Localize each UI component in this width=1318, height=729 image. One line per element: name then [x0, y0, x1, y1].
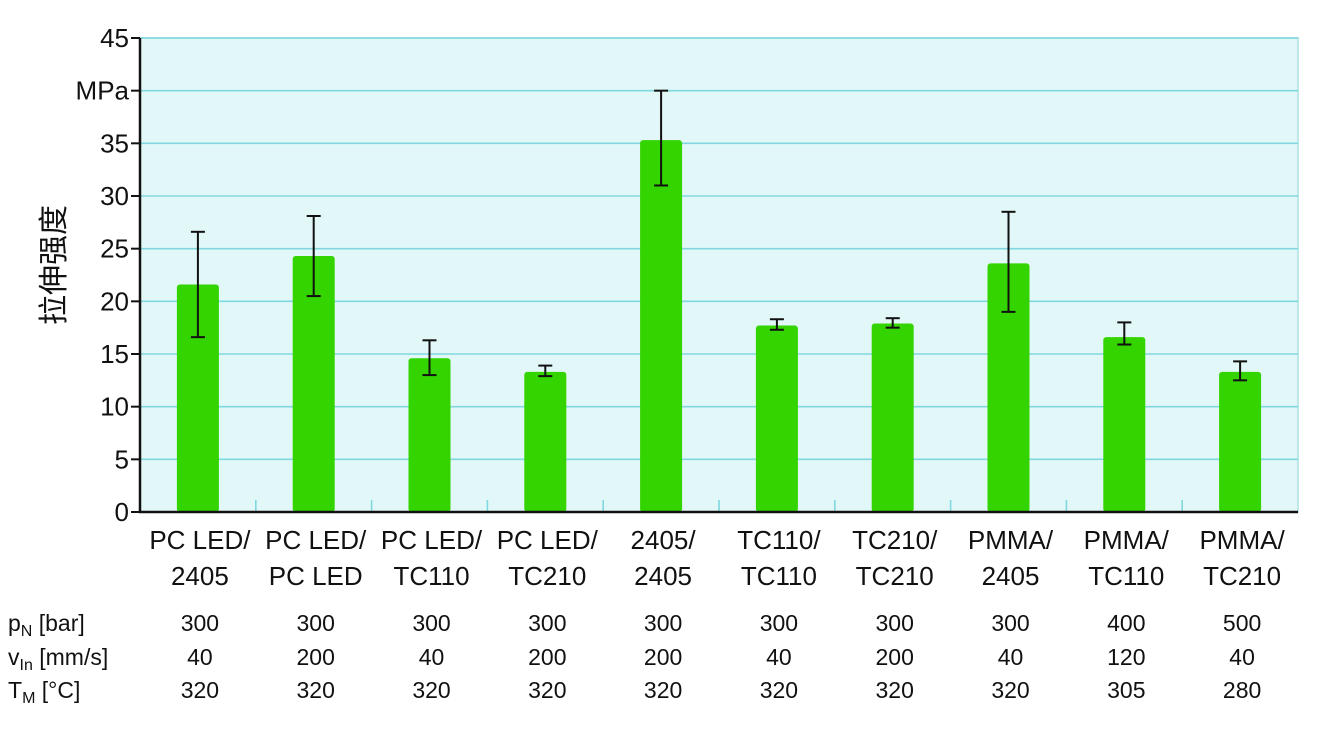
param-value: 500: [1222, 610, 1262, 636]
bar: [987, 263, 1030, 512]
error-bar: [1001, 210, 1016, 313]
x-category-label: PC LED/TC110: [381, 525, 483, 591]
param-value: 320: [180, 677, 220, 703]
param-value: 40: [1229, 644, 1255, 670]
param-value: 305: [1107, 677, 1146, 703]
param-value: 320: [759, 677, 799, 703]
param-value: 320: [528, 677, 567, 703]
param-value: 300: [759, 610, 799, 636]
param-value: 40: [766, 644, 792, 670]
param-value: 200: [875, 644, 914, 670]
y-tick-label: 25: [100, 234, 129, 264]
y-tick-label: 20: [100, 286, 129, 316]
x-category-label: PMMA/TC110: [1084, 525, 1170, 591]
param-value: 200: [528, 644, 567, 670]
param-value: 300: [528, 610, 567, 636]
param-value: 40: [187, 644, 213, 670]
bar: [755, 325, 798, 512]
bar: [292, 256, 335, 512]
param-value: 200: [296, 644, 335, 670]
error-bar: [885, 317, 900, 329]
axes: [131, 37, 1298, 514]
param-value: 320: [296, 677, 335, 703]
y-unit-label: MPa: [76, 76, 130, 106]
x-category-label: 2405/2405: [631, 525, 697, 591]
error-bars: [190, 89, 1248, 382]
bar: [524, 371, 567, 512]
param-value: 300: [875, 610, 914, 636]
param-value: 280: [1222, 677, 1262, 703]
y-tick-label: 10: [100, 392, 129, 422]
y-tick-label: 35: [100, 128, 129, 158]
bar: [1103, 337, 1146, 512]
x-category-label: PC LED/TC210: [497, 525, 599, 591]
error-bar: [654, 89, 669, 187]
param-value: 320: [875, 677, 914, 703]
y-tick-label: 30: [100, 181, 129, 211]
param-value: 120: [1107, 644, 1146, 670]
x-category-label: PMMA/2405: [968, 525, 1054, 591]
error-bar: [422, 339, 437, 377]
param-value: 320: [991, 677, 1030, 703]
error-bar: [769, 318, 784, 331]
bar: [1219, 371, 1262, 512]
error-bar: [1117, 321, 1132, 346]
x-category-label: PC LED/2405: [149, 525, 251, 591]
error-bar: [538, 364, 553, 378]
x-category-label: PMMA/TC210: [1199, 525, 1285, 591]
param-value: 320: [643, 677, 683, 703]
param-value: 300: [643, 610, 683, 636]
param-label: pN [bar]: [8, 610, 85, 640]
param-value: 300: [991, 610, 1030, 636]
y-tick-label: 5: [115, 444, 129, 474]
bar: [176, 284, 219, 512]
y-tick-labels: 0 5 10 15 20 25 30 35 45: [100, 23, 129, 527]
y-tick-label: 45: [100, 23, 129, 53]
param-label: vIn [mm/s]: [8, 644, 109, 674]
x-category-label: PC LED/PC LED: [265, 525, 367, 591]
param-value: 300: [296, 610, 335, 636]
bar: [871, 323, 914, 512]
error-bar: [190, 230, 205, 339]
y-tick-label: 0: [115, 497, 129, 527]
bar: [640, 140, 683, 512]
param-value: 400: [1107, 610, 1146, 636]
x-category-label: TC110/TC110: [737, 525, 821, 591]
x-category-label: TC210/TC210: [852, 525, 938, 591]
bar: [408, 358, 451, 512]
error-bar: [1233, 360, 1248, 382]
param-value: 300: [180, 610, 220, 636]
param-value: 40: [997, 644, 1024, 670]
y-axis-label: 拉伸强度: [38, 205, 71, 325]
bar-series: [176, 140, 1262, 512]
error-bar: [306, 215, 321, 298]
param-label: TM [°C]: [8, 677, 81, 707]
param-value: 320: [412, 677, 451, 703]
param-value: 200: [643, 644, 683, 670]
y-tick-label: 15: [100, 339, 129, 369]
param-value: 300: [412, 610, 451, 636]
param-value: 40: [418, 644, 445, 670]
